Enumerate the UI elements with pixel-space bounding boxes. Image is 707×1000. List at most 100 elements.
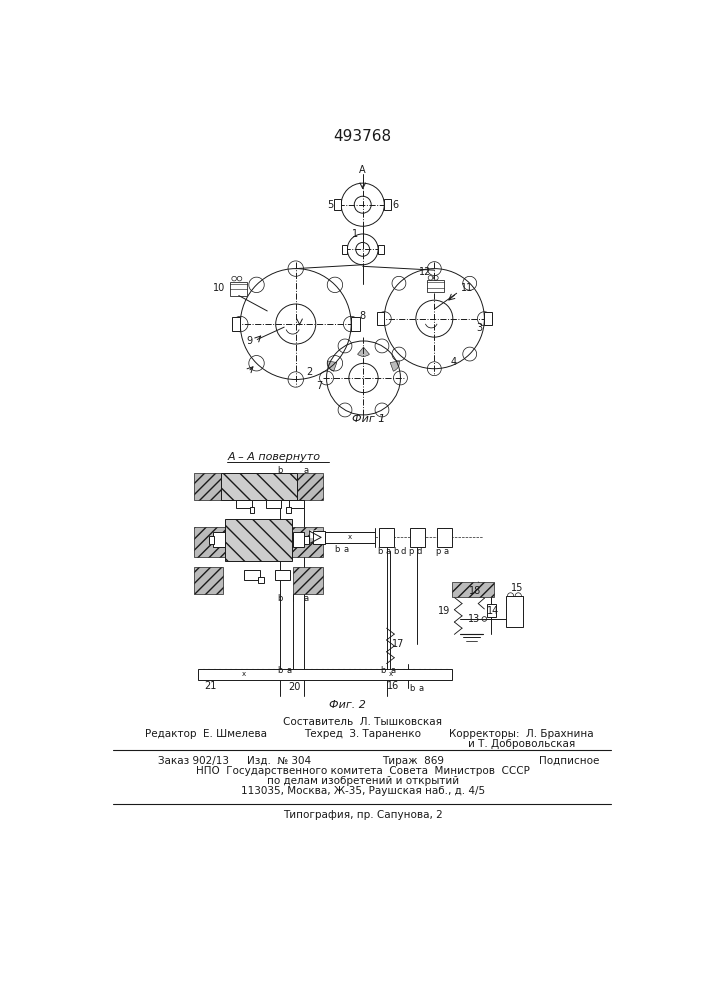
Text: p: p	[436, 547, 441, 556]
Bar	[214, 532, 225, 547]
Bar	[288, 500, 304, 508]
Text: b: b	[409, 684, 415, 693]
Bar	[378, 245, 383, 254]
Text: a: a	[419, 684, 423, 693]
Text: Заказ 902/13: Заказ 902/13	[158, 756, 229, 766]
Bar	[342, 245, 347, 254]
Text: b: b	[277, 594, 282, 603]
Text: b: b	[380, 666, 385, 675]
Text: 493768: 493768	[334, 129, 392, 144]
Bar	[334, 199, 341, 210]
Text: Техред  З. Тараненко: Техред З. Тараненко	[304, 729, 421, 739]
Text: 113035, Москва, Ж-35, Раушская наб., д. 4/5: 113035, Москва, Ж-35, Раушская наб., д. …	[240, 786, 485, 796]
Bar	[484, 312, 492, 325]
Text: a: a	[443, 547, 448, 556]
Bar	[385, 199, 391, 210]
Text: Составитель  Л. Тышковская: Составитель Л. Тышковская	[284, 717, 442, 727]
Text: и Т. Добровольская: и Т. Добровольская	[468, 739, 575, 749]
Bar	[351, 317, 360, 331]
Text: p: p	[409, 547, 414, 556]
Bar	[506, 596, 523, 627]
Bar	[293, 532, 304, 547]
Text: a: a	[303, 466, 308, 475]
Text: 5: 5	[327, 200, 334, 210]
Text: 2: 2	[306, 367, 312, 377]
Text: 10: 10	[214, 283, 226, 293]
Bar	[437, 528, 452, 547]
Text: 8: 8	[360, 311, 366, 321]
Bar	[194, 567, 223, 594]
Text: 13: 13	[467, 614, 480, 624]
Text: Типография, пр. Сапунова, 2: Типография, пр. Сапунова, 2	[283, 810, 443, 820]
Text: Подписное: Подписное	[539, 756, 600, 766]
Text: a: a	[385, 547, 391, 556]
Bar	[452, 582, 494, 597]
Text: a: a	[343, 545, 349, 554]
Text: НПО  Государственного комитета  Совета  Министров  СССР: НПО Государственного комитета Совета Мин…	[196, 766, 530, 776]
Text: 20: 20	[288, 682, 300, 692]
Bar	[194, 527, 225, 557]
Bar	[275, 570, 291, 580]
Bar	[486, 604, 496, 617]
Bar	[379, 528, 395, 547]
Text: a: a	[390, 666, 395, 675]
Text: 21: 21	[204, 681, 216, 691]
Text: 14: 14	[486, 606, 499, 616]
Bar	[258, 577, 264, 583]
Text: b: b	[334, 545, 339, 554]
Bar	[209, 536, 214, 544]
Text: Редактор  Е. Шмелева: Редактор Е. Шмелева	[145, 729, 267, 739]
Text: 12: 12	[419, 267, 431, 277]
Text: x: x	[388, 671, 392, 677]
Text: по делам изобретений и открытий: по делам изобретений и открытий	[267, 776, 459, 786]
Bar	[292, 527, 322, 557]
Text: a: a	[286, 666, 291, 675]
Bar	[225, 519, 292, 561]
Text: 16: 16	[387, 681, 399, 691]
Bar	[325, 532, 375, 543]
Bar	[304, 536, 309, 544]
Text: x: x	[242, 671, 246, 677]
Text: b: b	[277, 466, 282, 475]
Bar	[194, 473, 221, 500]
Text: x: x	[348, 534, 351, 540]
Bar	[426, 280, 443, 292]
Bar	[244, 570, 259, 580]
Text: 6: 6	[393, 200, 399, 210]
Text: А: А	[359, 165, 366, 175]
Bar	[293, 567, 322, 594]
Text: a: a	[303, 594, 308, 603]
Text: 4: 4	[450, 357, 457, 367]
Text: b: b	[393, 547, 399, 556]
Text: 18: 18	[469, 586, 481, 596]
Text: 3: 3	[476, 323, 482, 333]
Text: Фиг 1: Фиг 1	[352, 414, 385, 424]
Text: А – А повернуто: А – А повернуто	[227, 452, 320, 462]
Text: b: b	[378, 547, 383, 556]
Text: Тираж  869: Тираж 869	[382, 756, 445, 766]
Bar	[198, 669, 452, 680]
Polygon shape	[310, 531, 317, 537]
Text: Фиг. 2: Фиг. 2	[329, 700, 366, 710]
Bar	[230, 282, 247, 296]
Bar	[232, 317, 240, 331]
Text: d: d	[401, 547, 407, 556]
Bar	[313, 531, 325, 544]
Text: 1: 1	[352, 229, 358, 239]
Bar	[377, 312, 385, 325]
Wedge shape	[358, 347, 370, 356]
Text: b: b	[277, 666, 282, 675]
Bar	[236, 500, 252, 508]
Text: 9: 9	[247, 336, 252, 346]
Wedge shape	[390, 361, 399, 371]
Text: Корректоры:  Л. Брахнина: Корректоры: Л. Брахнина	[449, 729, 594, 739]
Text: Изд.  № 304: Изд. № 304	[247, 756, 311, 766]
Bar	[250, 507, 254, 513]
Wedge shape	[327, 361, 337, 371]
Text: 19: 19	[438, 606, 450, 616]
Text: 11: 11	[461, 283, 474, 293]
Bar	[296, 473, 324, 500]
Bar	[221, 473, 296, 500]
Text: 7: 7	[316, 381, 322, 391]
Bar	[266, 500, 281, 508]
